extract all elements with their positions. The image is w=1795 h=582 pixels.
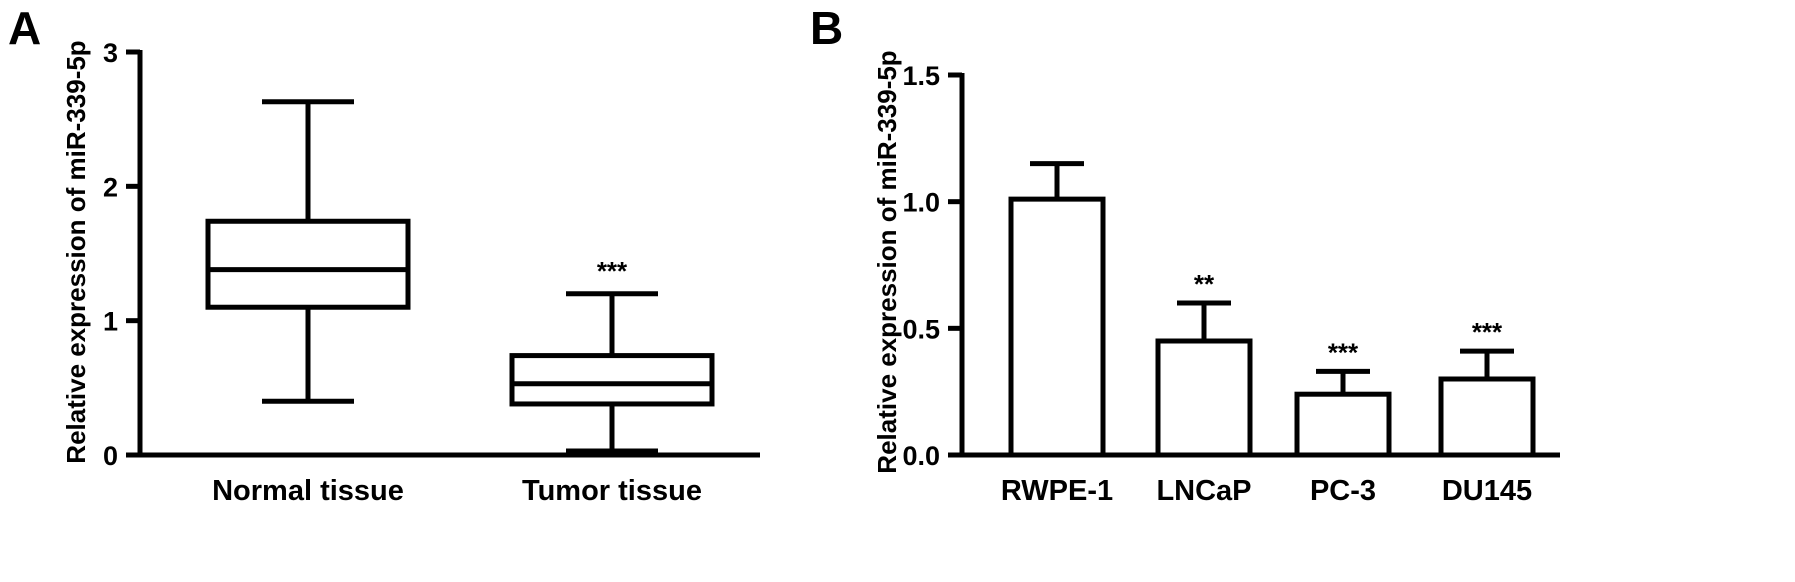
panel-a-boxes — [205, 99, 715, 454]
x-category-label: Tumor tissue — [522, 475, 702, 507]
box-2 — [509, 291, 715, 454]
bar — [1008, 196, 1106, 458]
panel-a-y-axis-title: Relative expression of miR-339-5p — [61, 40, 91, 463]
panel-b-y-axis-title: Relative expression of miR-339-5p — [872, 50, 902, 473]
y-tick-label: 0.5 — [902, 314, 940, 344]
panel-a-letter: A — [8, 2, 41, 54]
x-category-label: LNCaP — [1156, 475, 1251, 507]
significance-label: ** — [1194, 269, 1215, 299]
significance-label: *** — [1328, 337, 1359, 367]
y-tick-label: 2 — [103, 172, 118, 202]
y-tick-label: 0 — [103, 441, 118, 471]
y-tick-label: 1.0 — [902, 188, 940, 218]
x-category-label: PC-3 — [1310, 475, 1376, 507]
bar-group-4 — [1438, 348, 1536, 458]
y-tick-label: 3 — [103, 38, 118, 68]
box-1 — [205, 99, 411, 404]
panel-b-letter: B — [810, 2, 843, 54]
bar-group-1 — [1008, 161, 1106, 458]
y-tick-label: 1 — [103, 307, 118, 337]
panel-b-bar-chart: B Relative expression of miR-339-5p 0.00… — [810, 2, 1560, 507]
significance-label: *** — [597, 256, 628, 286]
bar-group-3 — [1294, 368, 1392, 458]
panel-a-box-plot: A Relative expression of miR-339-5p 0 1 2 3… — [8, 2, 760, 507]
bar — [1438, 376, 1536, 458]
panel-b-labels: 0.0 0.5 1.0 1.5 RWPE-1 ** LNCaP *** PC-3 *** DU145 — [902, 61, 1532, 507]
x-category-label: Normal tissue — [212, 475, 404, 507]
panel-a-labels: 0 1 2 3 Normal tissue *** Tumor tissue — [103, 38, 702, 507]
bar — [1155, 338, 1253, 458]
x-category-label: DU145 — [1442, 475, 1532, 507]
y-tick-label: 1.5 — [902, 61, 940, 91]
y-tick-label: 0.0 — [902, 441, 940, 471]
bar — [1294, 391, 1392, 458]
panel-b-bars — [1008, 161, 1536, 458]
panel-a-axes — [126, 49, 760, 458]
significance-label: *** — [1472, 317, 1503, 347]
iqr-box — [205, 218, 411, 310]
x-category-label: RWPE-1 — [1001, 475, 1113, 507]
iqr-box — [509, 353, 715, 407]
bar-group-2 — [1155, 300, 1253, 458]
